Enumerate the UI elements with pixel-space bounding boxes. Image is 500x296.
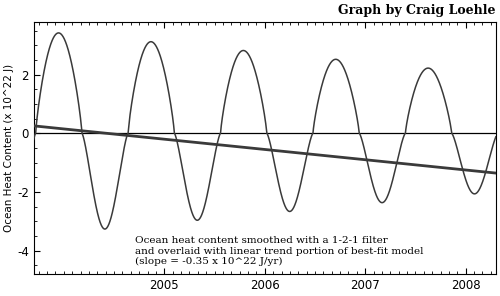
Y-axis label: Ocean Heat Content (x 10^22 J): Ocean Heat Content (x 10^22 J) <box>4 64 14 232</box>
Text: Ocean heat content smoothed with a 1-2-1 filter
and overlaid with linear trend p: Ocean heat content smoothed with a 1-2-1… <box>136 237 424 266</box>
Text: Graph by Craig Loehle: Graph by Craig Loehle <box>338 4 496 17</box>
